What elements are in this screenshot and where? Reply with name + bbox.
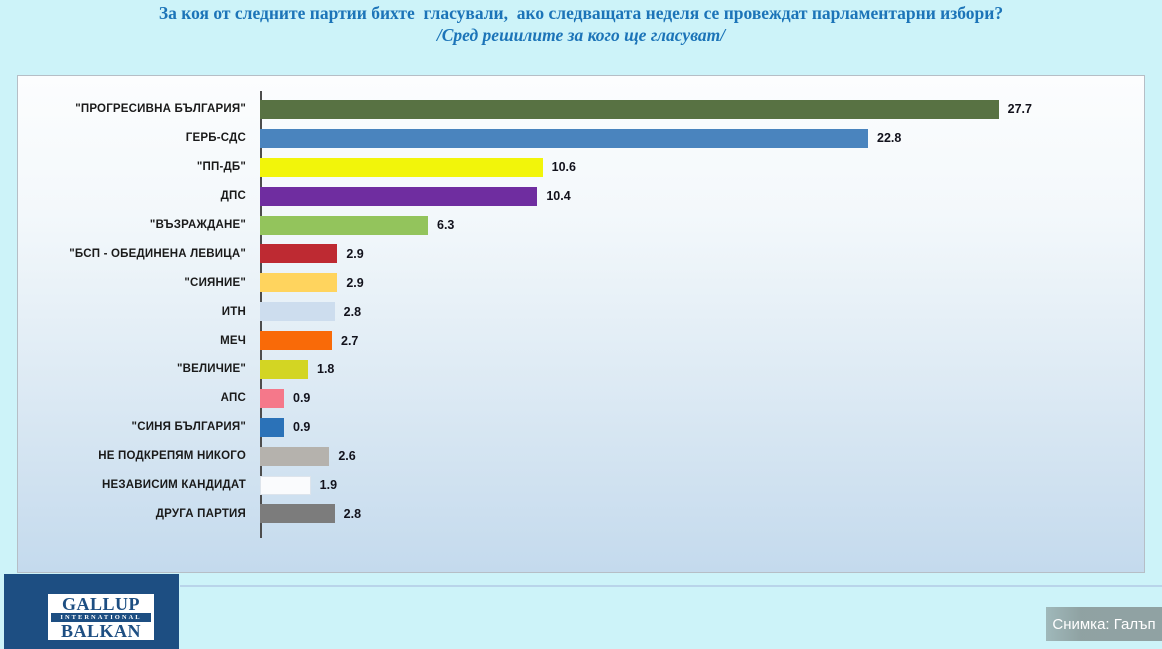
value-label: 6.3 (437, 218, 455, 232)
chart-row: "ПРОГРЕСИВНА БЪЛГАРИЯ" 27.7 (18, 95, 1144, 124)
value-label: 2.8 (343, 304, 362, 319)
bar-zone: 2.8 (260, 499, 1144, 528)
bar (260, 388, 284, 408)
bar (260, 504, 335, 524)
value-label: 10.6 (551, 160, 576, 175)
chart-row: НЕЗАВИСИМ КАНДИДАТ 1.9 (18, 471, 1144, 500)
bar-zone: 10.4 (260, 182, 1144, 211)
bar-zone: 0.9 (260, 413, 1144, 442)
chart-row: АПС 0.9 (18, 384, 1144, 413)
bar-zone: 2.8 (260, 297, 1144, 326)
bar-zone: 1.8 (260, 355, 1144, 384)
bar-zone: 2.7 (260, 326, 1144, 355)
category-label: "БСП - ОБЕДИНЕНА ЛЕВИЦА" (69, 247, 246, 260)
gallup-balkan-logo: GALLUP INTERNATIONAL BALKAN (4, 574, 179, 649)
bar (260, 273, 338, 293)
chart-row: МЕЧ 2.7 (18, 326, 1144, 355)
bar (260, 446, 330, 466)
bar (260, 186, 538, 206)
value-label: 2.7 (341, 333, 359, 348)
category-label: АПС (220, 392, 246, 405)
chart-row: НЕ ПОДКРЕПЯМ НИКОГО 2.6 (18, 442, 1144, 471)
chart-row: "БСП - ОБЕДИНЕНА ЛЕВИЦА" 2.9 (18, 239, 1144, 268)
bar (260, 128, 868, 148)
category-label: ГЕРБ-СДС (185, 132, 246, 145)
bar (260, 157, 543, 177)
chart-subtitle: /Сред решилите за кого ще гласуват/ (436, 25, 726, 45)
category-label: НЕЗАВИСИМ КАНДИДАТ (101, 479, 246, 492)
category-label: "ПРОГРЕСИВНА БЪЛГАРИЯ" (75, 103, 246, 116)
value-label: 27.7 (1007, 102, 1032, 117)
bar (260, 244, 338, 264)
bar (260, 359, 308, 379)
value-label: 2.9 (346, 275, 364, 290)
value-label: 10.4 (546, 189, 571, 204)
category-label: "ПП-ДБ" (196, 161, 246, 174)
bar (260, 475, 311, 495)
bar-rows-container: "ПРОГРЕСИВНА БЪЛГАРИЯ" 27.7 ГЕРБ-СДС 22.8 "П… (18, 95, 1144, 528)
category-label: ДПС (220, 190, 246, 203)
chart-title: За коя от следните партии бихте гласувал… (158, 3, 1004, 23)
value-label: 1.9 (319, 478, 338, 493)
category-label: ДРУГА ПАРТИЯ (155, 507, 246, 520)
chart-row: "ПП-ДБ" 10.6 (18, 153, 1144, 182)
chart-row: "СИНЯ БЪЛГАРИЯ" 0.9 (18, 413, 1144, 442)
bar (260, 99, 999, 119)
value-label: 2.6 (338, 449, 356, 464)
bar-zone: 6.3 (260, 211, 1144, 240)
chart-row: "ВЪЗРАЖДАНЕ" 6.3 (18, 211, 1144, 240)
chart-row: "СИЯНИЕ" 2.9 (18, 268, 1144, 297)
logo-text-balkan: BALKAN (60, 621, 141, 641)
bar-zone: 0.9 (260, 384, 1144, 413)
value-label: 2.8 (343, 506, 362, 521)
bar-zone: 1.9 (260, 471, 1144, 500)
chart-row: "ВЕЛИЧИЕ" 1.8 (18, 355, 1144, 384)
bar (260, 215, 428, 235)
chart-row: ГЕРБ-СДС 22.8 (18, 124, 1144, 153)
category-label: "СИНЯ БЪЛГАРИЯ" (131, 421, 246, 434)
value-label: 2.9 (346, 246, 364, 261)
bar-zone: 27.7 (260, 95, 1144, 124)
category-label: "ВЕЛИЧИЕ" (176, 363, 246, 376)
logo-text-gallup: GALLUP (61, 594, 140, 614)
logo-text-international: INTERNATIONAL (51, 613, 151, 622)
category-label: НЕ ПОДКРЕПЯМ НИКОГО (98, 450, 246, 463)
bar (260, 331, 332, 351)
chart-panel: "ПРОГРЕСИВНА БЪЛГАРИЯ" 27.7 ГЕРБ-СДС 22.8 "П… (17, 75, 1145, 573)
chart-title-block: За коя от следните партии бихте гласувал… (0, 2, 1162, 47)
bar-zone: 22.8 (260, 124, 1144, 153)
value-label: 1.8 (317, 362, 335, 377)
footer-divider-line (180, 585, 1162, 587)
category-label: ИТН (221, 305, 246, 318)
bar (260, 302, 335, 322)
bar-zone: 2.9 (260, 268, 1144, 297)
chart-row: ДПС 10.4 (18, 182, 1144, 211)
gallup-logo-box: GALLUP INTERNATIONAL BALKAN (48, 594, 154, 640)
bar-zone: 2.6 (260, 442, 1144, 471)
value-label: 0.9 (293, 420, 311, 435)
bar-zone: 10.6 (260, 153, 1144, 182)
chart-row: ИТН 2.8 (18, 297, 1144, 326)
photo-credit-badge: Снимка: Галъп (1046, 607, 1162, 641)
category-label: "ВЪЗРАЖДАНЕ" (149, 219, 246, 231)
value-label: 0.9 (293, 391, 311, 406)
bar (260, 417, 284, 437)
chart-row: ДРУГА ПАРТИЯ 2.8 (18, 499, 1144, 528)
value-label: 22.8 (877, 131, 902, 146)
category-label: "СИЯНИЕ" (184, 276, 246, 289)
category-label: МЕЧ (220, 334, 246, 347)
bar-zone: 2.9 (260, 239, 1144, 268)
